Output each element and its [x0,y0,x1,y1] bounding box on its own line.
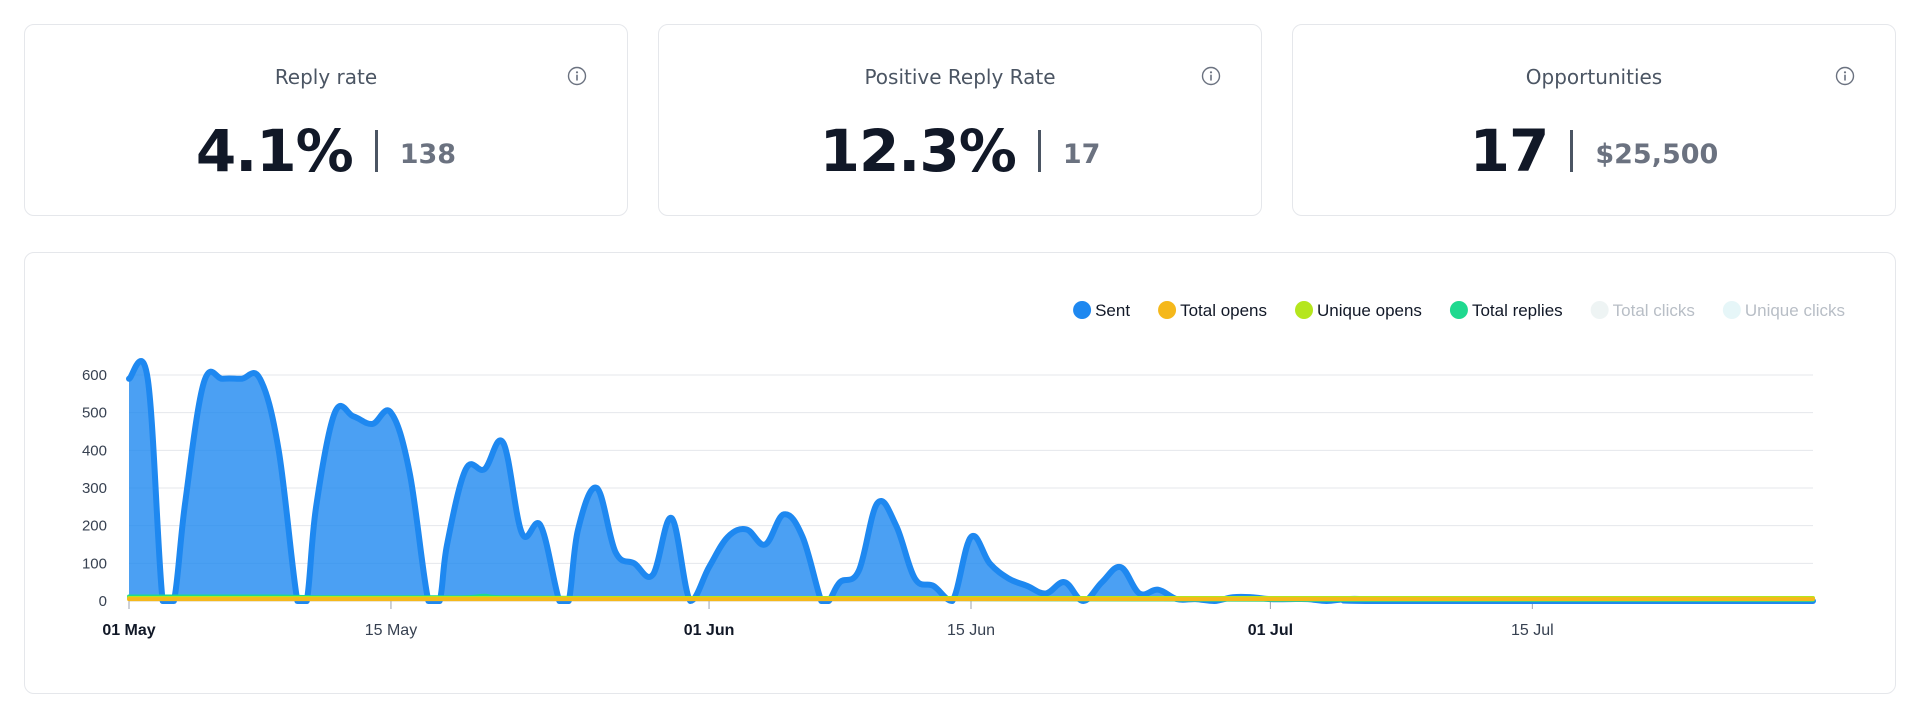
legend-marker[interactable] [1158,301,1177,319]
x-tick-label: 15 May [365,622,417,639]
legend-marker[interactable] [1449,301,1468,319]
metric-amount: $25,500 [1595,138,1719,170]
y-tick-label: 400 [82,442,107,459]
card-title: Reply rate [274,65,378,89]
legend-marker[interactable] [1590,301,1609,319]
x-tick-label: 01 Jul [1248,622,1293,639]
metric-value: 4.1% [195,117,354,185]
legend-marker[interactable] [1295,301,1314,319]
y-tick-label: 500 [82,405,107,422]
y-tick-label: 300 [82,480,107,497]
card-title: Opportunities [1525,65,1663,89]
positive-reply-rate-card: Positive Reply Rate 12.3% 17 [658,24,1262,216]
legend-label[interactable]: Total opens [1180,301,1267,320]
reply-rate-card: Reply rate 4.1% 138 [24,24,628,216]
card-title: Positive Reply Rate [864,65,1056,89]
info-icon[interactable] [567,66,587,86]
legend-marker[interactable] [1722,301,1741,319]
legend-label[interactable]: Sent [1095,301,1130,320]
metric-divider [1570,130,1574,172]
legend-label[interactable]: Total replies [1472,301,1563,320]
legend-label[interactable]: Total clicks [1613,301,1695,320]
series-area-sent [129,360,1813,601]
x-tick-label: 15 Jun [947,622,995,639]
legend-label[interactable]: Unique clicks [1745,301,1845,320]
activity-chart: 0 100 200 300 400 500 600 01 May 15 May 01 Jun 15 … [82,301,1845,639]
info-icon[interactable] [1201,66,1221,86]
y-tick-label: 200 [82,518,107,535]
legend-label[interactable]: Unique opens [1317,301,1422,320]
activity-chart-card: 0 100 200 300 400 500 600 01 May 15 May 01 Jun 15 … [24,252,1896,694]
x-tick-label: 01 May [102,622,155,639]
x-tick-label: 15 Jul [1511,622,1554,639]
info-icon[interactable] [1835,66,1855,86]
y-tick-label: 100 [82,555,107,572]
metric-divider [374,130,378,172]
metric-count: 138 [399,138,457,170]
metric-divider [1037,130,1041,172]
y-tick-label: 0 [99,593,107,610]
opportunities-card: Opportunities 17 $25,500 [1292,24,1896,216]
metric-count: 17 [1062,138,1101,170]
metric-value: 12.3% [819,117,1017,185]
y-tick-label: 600 [82,367,107,384]
metric-value: 17 [1469,117,1550,185]
legend-marker[interactable] [1073,301,1092,319]
x-tick-label: 01 Jun [684,622,735,639]
